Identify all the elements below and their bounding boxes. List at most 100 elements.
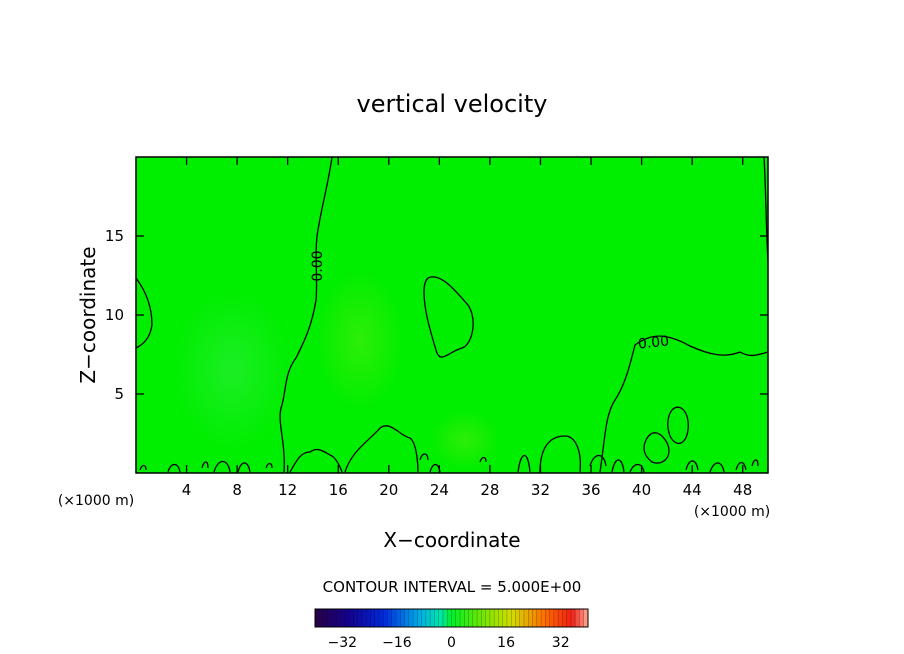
colorbar-swatch: [370, 609, 376, 627]
colorbar-swatch: [344, 609, 350, 627]
colorbar-swatch: [553, 609, 559, 627]
colorbar-swatch: [353, 609, 358, 627]
colorbar-swatch: [536, 609, 542, 627]
x-tick-label: 32: [531, 481, 550, 499]
x-tick-label: 44: [683, 481, 702, 499]
colorbar-swatch: [383, 609, 388, 627]
colorbar-swatch: [396, 609, 401, 627]
colorbar-swatch: [477, 609, 482, 627]
x-tick-label: 24: [430, 481, 449, 499]
field-blob-low: [430, 410, 500, 470]
x-tick-label: 40: [632, 481, 651, 499]
colorbar-swatch: [408, 609, 414, 627]
colorbar-swatch: [460, 609, 465, 627]
field-blob-center: [315, 270, 405, 410]
colorbar-swatch: [472, 609, 478, 627]
colorbar-swatch: [519, 609, 525, 627]
colorbar-swatch: [400, 609, 405, 627]
colorbar-swatch: [583, 609, 589, 627]
x-tick-label: 28: [480, 481, 499, 499]
colorbar-swatch: [558, 609, 563, 627]
y-axis: 5 10 15: [105, 227, 768, 403]
contour-right-upper: [599, 335, 768, 473]
colorbar-ticks: −32 −16 0 16 32: [328, 635, 570, 651]
colorbar: [314, 608, 589, 628]
colorbar-tick-label: −32: [328, 635, 358, 651]
colorbar-swatch: [498, 609, 503, 627]
colorbar-tick-label: 0: [447, 635, 456, 651]
colorbar-swatch: [481, 609, 486, 627]
colorbar-swatch: [549, 609, 555, 627]
colorbar-tick-label: 32: [552, 635, 570, 651]
colorbar-swatch: [570, 609, 576, 627]
colorbar-swatch: [349, 609, 354, 627]
colorbar-swatch: [434, 609, 440, 627]
colorbar-swatch: [374, 609, 380, 627]
contour-bottom-wiggle-c: [539, 435, 581, 473]
x-tick-label: 20: [379, 481, 398, 499]
colorbar-swatch: [494, 609, 499, 627]
contour-label-right: 0.00: [637, 333, 670, 352]
field-blob-left: [172, 290, 292, 450]
colorbar-swatch: [366, 609, 371, 627]
x-axis-label: X−coordinate: [383, 528, 520, 552]
x-tick-label: 48: [733, 481, 752, 499]
colorbar-swatch: [451, 609, 457, 627]
colorbar-swatch: [340, 609, 346, 627]
colorbar-swatch: [413, 609, 418, 627]
colorbar-swatch: [357, 609, 363, 627]
colorbar-swatch: [532, 609, 538, 627]
colorbar-swatch: [579, 609, 585, 627]
contour-bottom-bumps: [139, 453, 759, 473]
colorbar-swatch: [575, 609, 580, 627]
colorbar-swatch: [319, 609, 324, 627]
x-axis: 4 8 12 16 20 24 28 32 36 40 44 48: [182, 157, 752, 499]
colorbar-swatch: [464, 609, 469, 627]
colorbar-swatch: [511, 609, 516, 627]
contour-label-vertical: 0.00: [310, 250, 326, 281]
colorbar-swatch: [524, 609, 529, 627]
colorbar-swatch: [541, 609, 546, 627]
colorbar-swatch: [421, 609, 427, 627]
chart-title: vertical velocity: [357, 90, 548, 118]
contour-loop-42: [667, 406, 689, 444]
colorbar-swatch: [506, 609, 512, 627]
plot-area: [136, 157, 768, 473]
colorbar-tick-label: −16: [382, 635, 412, 651]
contour-main-vertical: [279, 157, 333, 473]
colorbar-swatch: [425, 609, 431, 627]
zero-contours: [136, 157, 768, 473]
colorbar-swatch: [485, 609, 491, 627]
x-tick-label: 12: [278, 481, 297, 499]
colorbar-swatch: [404, 609, 410, 627]
x-tick-label: 4: [182, 481, 192, 499]
colorbar-swatch: [502, 609, 508, 627]
colorbar-swatch: [515, 609, 521, 627]
colorbar-swatch: [378, 609, 384, 627]
colorbar-swatch: [528, 609, 533, 627]
x-unit-left: (×1000 m): [58, 493, 134, 509]
contour-interval-text: CONTOUR INTERVAL = 5.000E+00: [323, 578, 582, 596]
colorbar-swatch: [336, 609, 341, 627]
contour-loop-24: [423, 276, 474, 358]
colorbar-swatch: [417, 609, 422, 627]
x-tick-label: 8: [232, 481, 242, 499]
contour-bottom-wiggle-b: [344, 425, 419, 473]
colorbar-frame: [314, 608, 589, 628]
y-tick-label: 10: [105, 306, 124, 324]
colorbar-swatch: [442, 609, 448, 627]
colorbar-swatch: [327, 609, 333, 627]
colorbar-swatch: [545, 609, 550, 627]
colorbar-swatch: [430, 609, 435, 627]
colorbar-swatch: [438, 609, 444, 627]
colorbar-tick-label: 16: [497, 635, 515, 651]
y-axis-label: Z−coordinate: [76, 246, 100, 383]
colorbar-swatch: [315, 609, 320, 627]
colorbar-swatch: [361, 609, 367, 627]
colorbar-swatch: [468, 609, 474, 627]
colorbar-swatch: [387, 609, 393, 627]
colorbar-swatch: [455, 609, 461, 627]
x-tick-label: 36: [581, 481, 600, 499]
contour-loop-40: [643, 432, 670, 464]
